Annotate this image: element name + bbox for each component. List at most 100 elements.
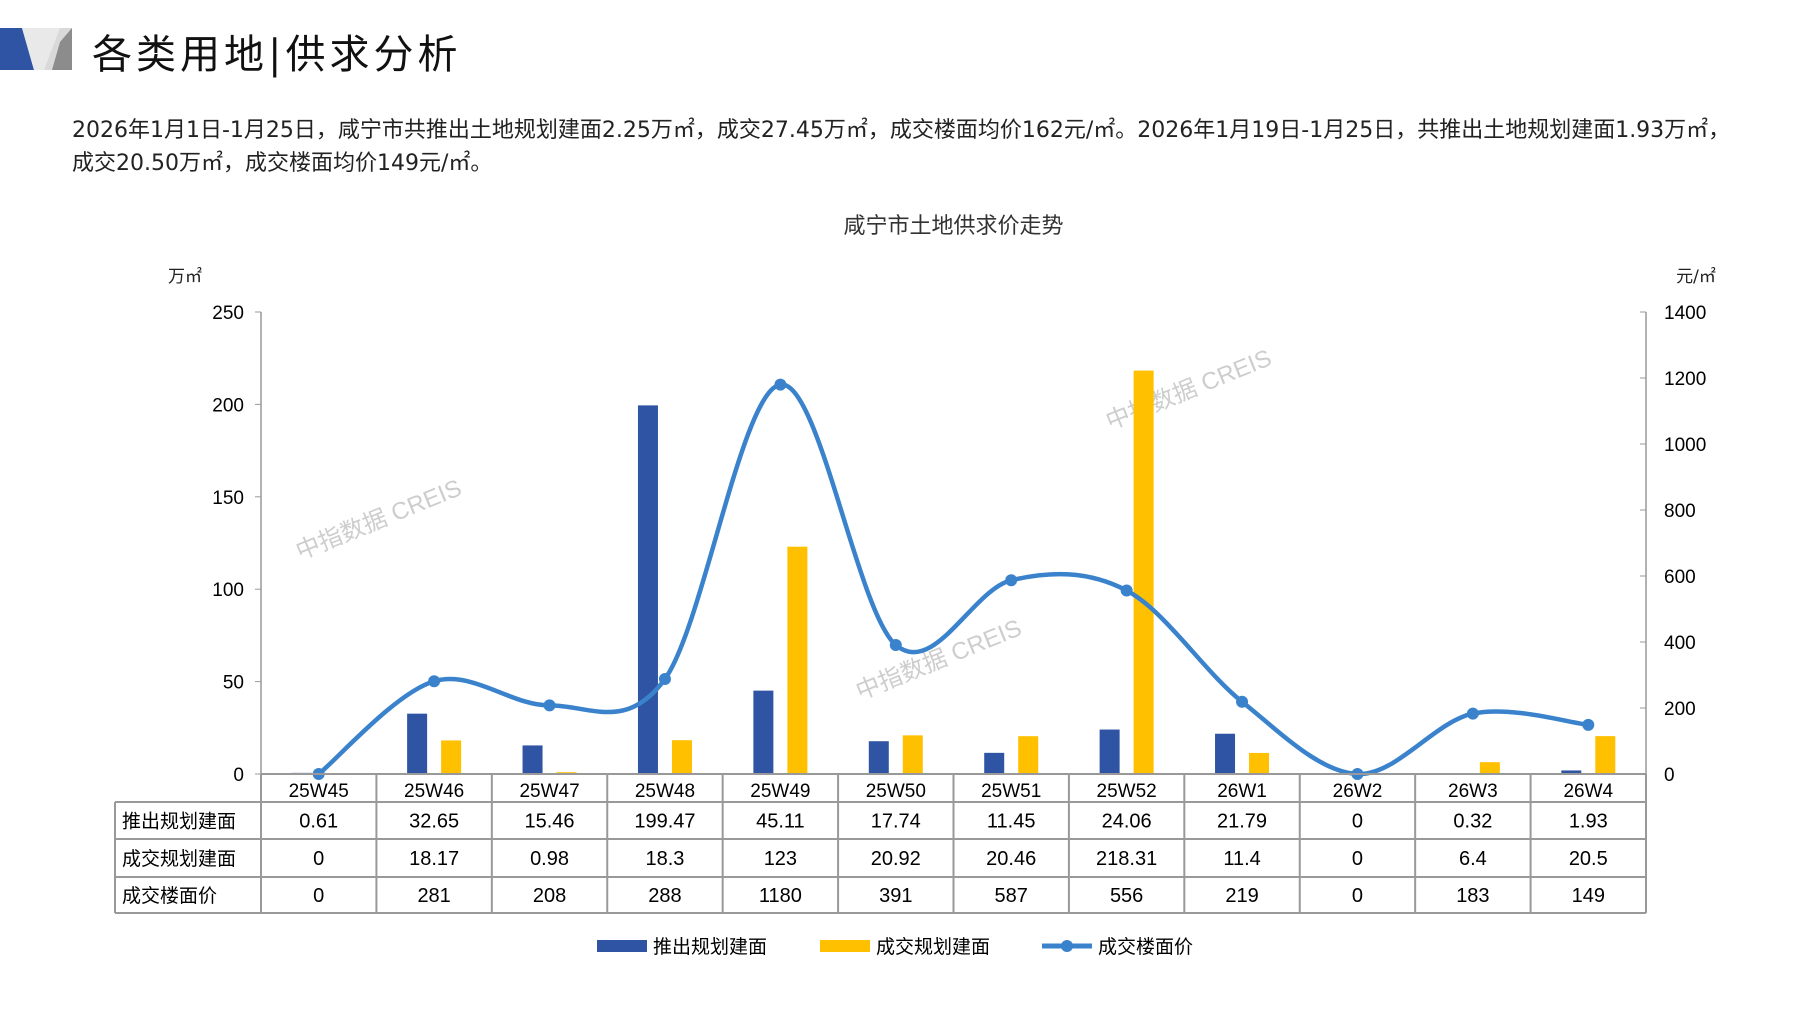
bar-deal (1249, 752, 1270, 774)
table-cell: 219 (1225, 885, 1258, 907)
table-cell: 11.4 (1223, 848, 1260, 870)
price-point (428, 675, 441, 688)
table-cell: 0 (1352, 848, 1363, 870)
table-cell: 20.92 (871, 848, 921, 870)
right-axis-tick-label: 400 (1664, 633, 1696, 654)
table-cell: 1180 (759, 885, 802, 907)
table-row-header: 成交规划建面 (122, 848, 236, 870)
watermark-text: 中指数据 CREIS (852, 615, 1025, 706)
bar-supply (1561, 770, 1582, 774)
left-axis-tick-label: 50 (223, 673, 244, 694)
bar-supply (868, 741, 889, 774)
table-cell: 0 (313, 848, 324, 870)
bar-deal (1479, 762, 1500, 774)
bar-deal (902, 735, 923, 774)
summary-text: 2026年1月1日-1月25日，咸宁市共推出土地规划建面2.25万㎡，成交27.… (72, 118, 1731, 176)
right-axis-tick-label: 1000 (1664, 435, 1706, 456)
bar-supply (522, 745, 543, 774)
category-label: 25W50 (866, 781, 926, 802)
page-title: 各类用地|供求分析 (92, 32, 462, 78)
table-cell: 556 (1110, 885, 1143, 907)
price-point (1120, 584, 1133, 597)
table-cell: 24.06 (1102, 811, 1152, 833)
left-axis-tick-label: 200 (212, 395, 244, 416)
left-axis-tick-label: 150 (212, 488, 244, 509)
price-point (1005, 574, 1018, 587)
right-axis-tick-label: 200 (1664, 699, 1696, 720)
bar-deal (1133, 370, 1154, 774)
price-point (1582, 718, 1595, 731)
left-axis-tick-label: 100 (212, 580, 244, 601)
table-cell: 281 (417, 885, 450, 907)
category-label: 25W52 (1097, 781, 1157, 802)
table-cell: 183 (1456, 885, 1489, 907)
table-row-header: 成交楼面价 (122, 885, 217, 907)
price-point (658, 672, 671, 685)
table-cell: 32.65 (409, 811, 459, 833)
category-label: 26W2 (1333, 781, 1383, 802)
table-cell: 0.32 (1453, 811, 1492, 833)
category-label: 25W51 (981, 781, 1041, 802)
price-point (1466, 707, 1479, 720)
bar-supply (407, 713, 428, 774)
bar-supply (1215, 733, 1236, 774)
table-cell: 18.17 (409, 848, 459, 870)
legend-label-deal: 成交规划建面 (876, 936, 990, 958)
table-cell: 587 (995, 885, 1028, 907)
table-cell: 0 (1352, 885, 1363, 907)
legend-label-price: 成交楼面价 (1098, 936, 1193, 958)
table-cell: 6.4 (1459, 848, 1487, 870)
table-cell: 391 (879, 885, 912, 907)
table-cell: 208 (533, 885, 566, 907)
legend-marker-price (1061, 940, 1073, 952)
category-label: 25W49 (750, 781, 810, 802)
table-cell: 0.61 (299, 811, 338, 833)
price-point (889, 638, 902, 651)
table-cell: 11.45 (987, 811, 1036, 833)
category-label: 25W48 (635, 781, 695, 802)
category-label: 25W46 (404, 781, 464, 802)
table-cell: 1.93 (1569, 811, 1608, 833)
table-cell: 17.74 (871, 811, 921, 833)
table-cell: 20.5 (1569, 848, 1608, 870)
bar-deal (1018, 736, 1039, 774)
legend-label-supply: 推出规划建面 (653, 936, 767, 958)
category-label: 26W3 (1448, 781, 1498, 802)
table-row-header: 推出规划建面 (122, 811, 236, 833)
watermark-text: 中指数据 CREIS (292, 475, 465, 566)
table-cell: 0 (1352, 811, 1363, 833)
table-cell: 0.98 (530, 848, 569, 870)
bar-supply (1099, 729, 1120, 774)
category-label: 26W4 (1563, 781, 1613, 802)
bar-deal (671, 740, 692, 774)
bar-supply (637, 405, 658, 774)
legend-swatch-deal (820, 940, 870, 952)
bar-deal (1595, 736, 1616, 774)
right-axis-unit: 元/㎡ (1676, 267, 1716, 287)
price-point (1236, 695, 1249, 708)
table-cell: 218.31 (1096, 848, 1157, 870)
left-axis-unit: 万㎡ (168, 267, 202, 287)
table-cell: 15.46 (525, 811, 575, 833)
price-point (543, 699, 556, 712)
table-cell: 199.47 (634, 811, 695, 833)
bar-deal (441, 740, 462, 774)
bar-deal (787, 546, 808, 774)
table-cell: 288 (648, 885, 681, 907)
legend-swatch-supply (597, 940, 647, 952)
right-axis-tick-label: 600 (1664, 567, 1696, 588)
category-label: 25W47 (519, 781, 579, 802)
price-point (774, 378, 787, 391)
category-label: 26W1 (1217, 781, 1267, 802)
right-axis-tick-label: 1400 (1664, 303, 1706, 324)
right-axis-tick-label: 0 (1664, 765, 1675, 786)
table-cell: 45.11 (756, 811, 805, 833)
left-axis-tick-label: 0 (233, 765, 244, 786)
right-axis-tick-label: 1200 (1664, 369, 1706, 390)
table-cell: 149 (1572, 885, 1605, 907)
category-label: 25W45 (289, 781, 349, 802)
table-cell: 0 (313, 885, 324, 907)
watermark-text: 中指数据 CREIS (1102, 345, 1275, 436)
header-decoration-icon (0, 28, 72, 70)
